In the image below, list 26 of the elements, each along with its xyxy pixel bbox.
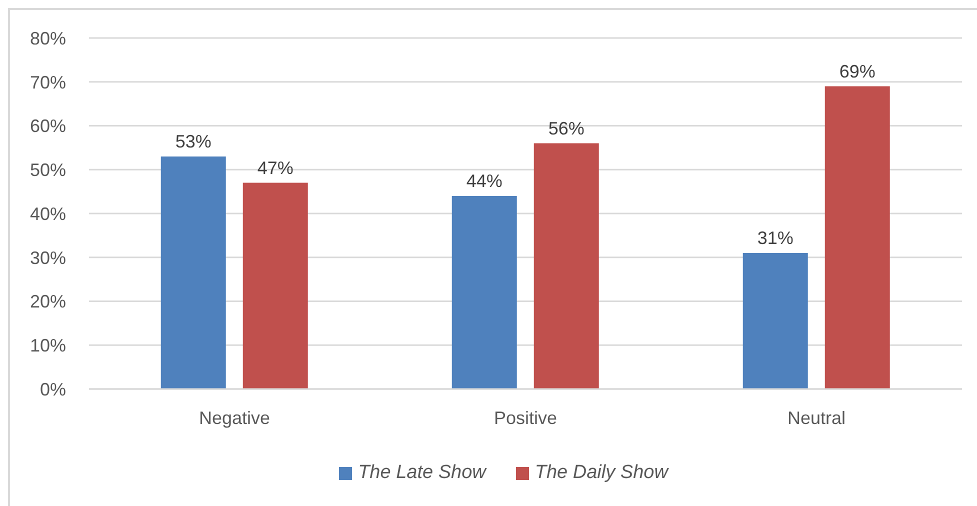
x-tick-label: Negative [198,408,270,428]
data-label: 31% [757,228,794,248]
bar [242,182,308,389]
legend-label: The Daily Show [534,462,668,484]
bar [534,143,599,389]
legend-label: The Late Show [358,462,486,484]
data-label: 56% [548,118,584,138]
data-label: 53% [175,131,212,152]
y-tick-label: 10% [30,336,66,356]
y-tick-label: 20% [30,292,66,312]
data-label: 47% [257,158,294,178]
y-tick-label: 50% [30,160,66,180]
data-label: 69% [839,61,876,82]
data-label: 44% [466,170,502,191]
x-tick-label: Positive [494,408,558,428]
bar [742,252,808,389]
y-tick-label: 80% [30,28,66,48]
y-tick-label: 70% [30,72,66,92]
y-tick-label: 0% [40,379,66,400]
bar [160,156,226,389]
bar [452,196,517,389]
y-tick-label: 30% [30,248,66,268]
y-tick-label: 60% [30,116,66,136]
x-tick-label: Neutral [787,408,846,428]
y-tick-label: 40% [30,204,66,224]
bar [824,86,890,389]
